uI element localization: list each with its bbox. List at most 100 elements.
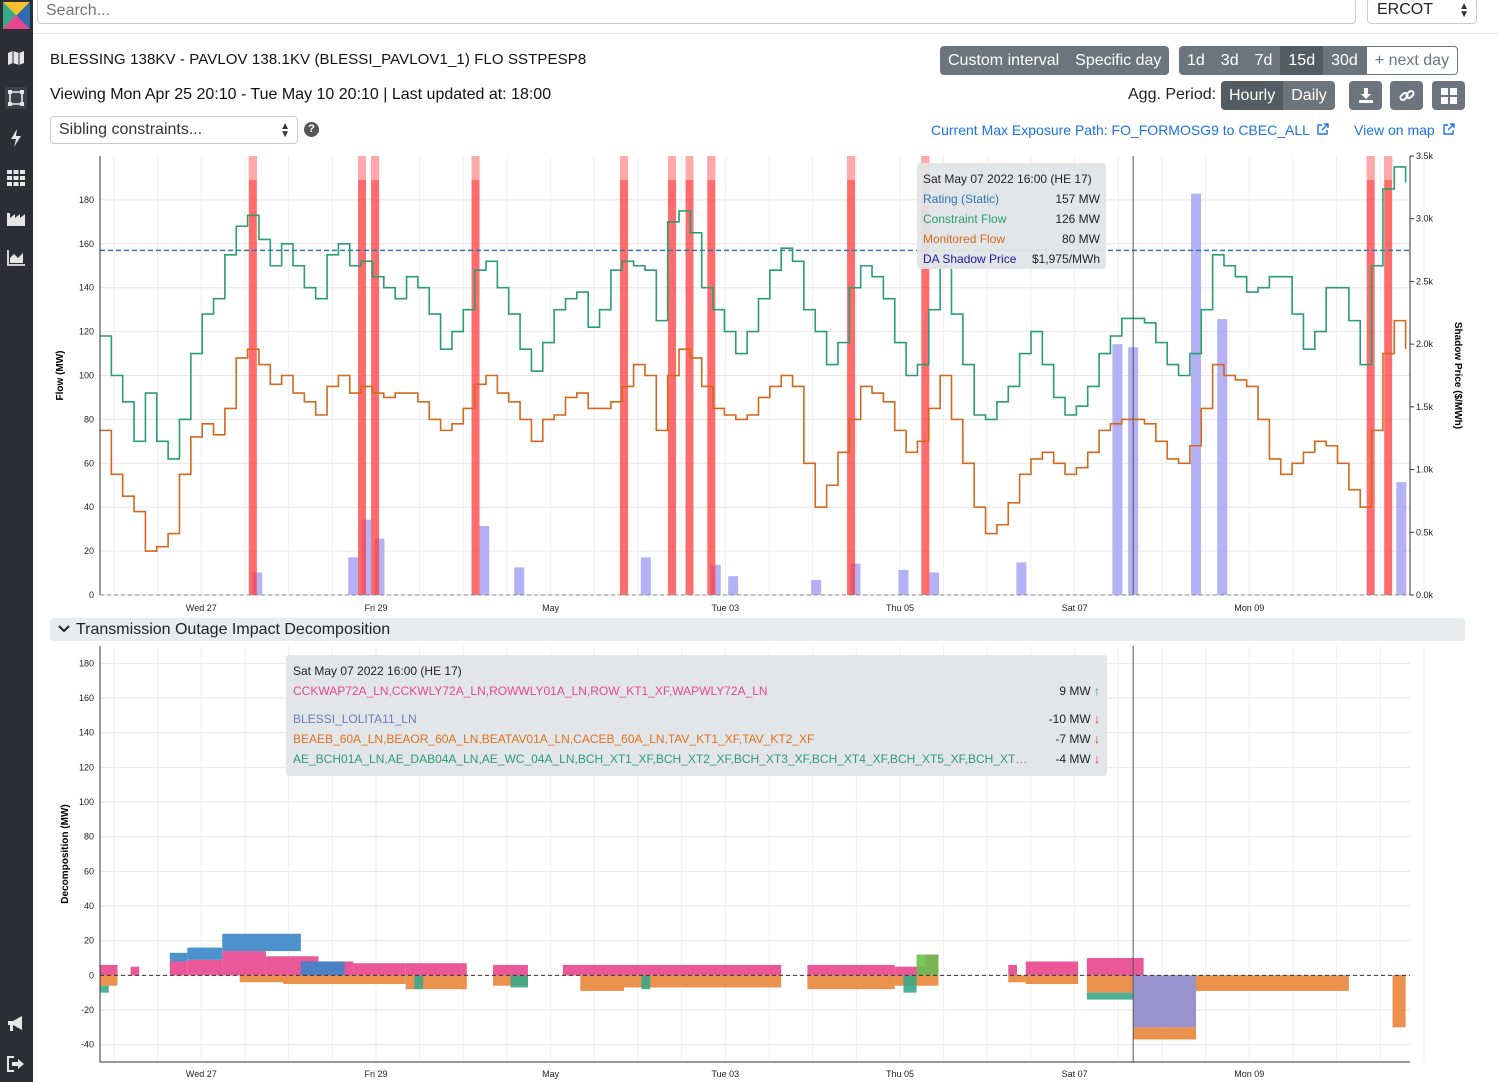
da-price-bar-cap [1366,156,1375,180]
decomposition-bar [169,952,188,962]
da-price-bar [685,156,694,595]
help-icon[interactable]: ? [304,122,319,137]
rt-price-bar [252,572,263,595]
specific-day-button[interactable]: Specific day [1067,46,1170,75]
range-30d-button[interactable]: 30d [1323,46,1366,75]
top-bar: ERCOT ▲▼ [33,0,1498,34]
decomposition-bar [1133,975,1197,1028]
rt-price-bar [640,557,651,595]
y-tick-label: -40 [81,1040,94,1050]
decomposition-bar [1025,975,1079,984]
arrow-up-icon: ↑ [1094,684,1100,698]
y2-tick-label: 2.0k [1416,339,1434,349]
decomposition-chart[interactable]: -40 -20 0 20 40 60 80 100 120 140 160 180 Wed 27 Fri … [50,642,1465,1082]
select-caret-icon: ▲ ▼ [280,121,290,140]
tooltip-row-rating: Rating (Static) 157 MW [923,189,1100,209]
sidebar-item-bolt[interactable] [5,127,27,149]
sibling-constraints-placeholder: Sibling constraints... [59,121,203,138]
decomposition-bar [1086,958,1144,976]
decomposition-bar [405,963,467,976]
decomposition-areas [100,646,1410,1062]
y-tick-label: 20 [84,546,94,556]
megaphone-icon [8,1016,22,1031]
y-tick-label: 140 [79,283,94,293]
agg-hourly-button[interactable]: Hourly [1221,81,1284,110]
decomposition-tooltip-title: Sat May 07 2022 16:00 (HE 17) [293,664,462,678]
iso-select-value: ERCOT [1377,1,1433,18]
decomposition-bar [300,961,345,976]
range-7d-button[interactable]: 7d [1246,46,1281,75]
decomposition-row-2: BLESSI_LOLITA11_LN -10 MW ↓ [293,709,1100,729]
tooltip-row-da-shadow-price: DA Shadow Price $1,975/MWh [923,249,1100,269]
tooltip-label: Constraint Flow [923,212,1007,226]
sidebar-item-factory[interactable] [5,207,27,229]
range-15d-button[interactable]: 15d [1280,46,1324,75]
logo-icon [3,2,30,29]
external-link-icon [1317,123,1329,135]
outage-value: 9 MW [1059,684,1091,698]
outage-value: -7 MW [1055,732,1091,746]
rt-price-bar [1112,344,1123,595]
flow-lines [100,156,1410,595]
flow-tooltip: Sat May 07 2022 16:00 (HE 17) Rating (St… [917,163,1106,269]
view-on-map-link-label: View on map [1354,122,1435,138]
da-price-bar [847,156,856,595]
outage-name: AE_BCH01A_LN,AE_DAB04A_LN,AE_WC_04A_LN,B… [293,752,1033,766]
decomposition-bar [510,975,528,988]
da-price-bar-cap [707,156,716,180]
sidebar-item-area-chart[interactable] [5,247,27,269]
decomposition-bar [903,975,917,993]
sidebar-item-logout[interactable] [5,1053,27,1075]
range-3d-button[interactable]: 3d [1212,46,1247,75]
download-icon [1358,87,1373,103]
agg-daily-button[interactable]: Daily [1283,81,1335,110]
sidebar-item-announcements[interactable] [5,1013,27,1035]
iso-select[interactable]: ERCOT ▲ ▼ [1367,0,1477,24]
select-caret-icon: ▲ ▼ [1459,1,1469,20]
decomposition-bar [493,964,528,976]
range-1d-button[interactable]: 1d [1179,46,1213,75]
custom-interval-button[interactable]: Custom interval [940,46,1068,75]
tooltip-label: Monitored Flow [923,232,1006,246]
download-button[interactable] [1349,81,1382,110]
copy-link-button[interactable] [1390,81,1423,110]
section-title: Transmission Outage Impact Decomposition [76,621,391,638]
da-price-bar [371,156,380,595]
decomposition-row-3: BEAEB_60A_LN,BEAOR_60A_LN,BEATAV01A_LN,C… [293,729,1100,749]
sibling-constraints-select[interactable]: Sibling constraints... ▲ ▼ [50,116,298,144]
agg-period-label: Agg. Period: [1128,86,1217,103]
decomposition-bar [1086,975,1134,993]
y2-tick-label: 0.5k [1416,527,1434,537]
next-day-button[interactable]: + next day [1365,46,1459,75]
sidebar-item-grid[interactable] [5,167,27,189]
link-icon [1398,89,1415,101]
rt-price-bar [850,563,861,595]
outage-value: -4 MW [1055,752,1091,766]
y-tick-label: 60 [84,866,94,876]
x-tick-label: Sat 07 [1062,603,1088,613]
flow-chart-axes: 0 20 40 60 80 100 120 140 160 180 Wed 27 Fri 29 May T… [55,151,1463,613]
decomposition-section-toggle[interactable]: Transmission Outage Impact Decomposition [50,618,1465,641]
sidebar-item-map[interactable] [5,47,27,69]
tooltip-row-monitored-flow: Monitored Flow 80 MW [923,229,1100,249]
exposure-path-link[interactable]: Current Max Exposure Path: FO_FORMOSG9 t… [931,122,1329,138]
search-input[interactable] [37,0,1356,24]
decomposition-bar [624,964,782,976]
decomposition-row-1: CCKWAP72A_LN,CCKWLY72A_LN,ROWWLY01A_LN,R… [293,681,1100,701]
outage-name: BEAEB_60A_LN,BEAOR_60A_LN,BEATAV01A_LN,C… [293,732,815,746]
series-line [100,166,1407,460]
app-logo[interactable] [3,2,30,29]
y2-tick-label: 0.0k [1416,590,1434,600]
exposure-path-link-label: Current Max Exposure Path: FO_FORMOSG9 t… [931,122,1310,138]
decomposition-bar [353,963,406,976]
sidebar-item-network[interactable] [5,87,27,109]
view-on-map-link[interactable]: View on map [1354,122,1455,138]
x-tick-label: Thu 05 [886,1069,914,1079]
rt-price-bar [1016,562,1027,595]
layout-button[interactable] [1432,81,1465,110]
y2-tick-label: 1.0k [1416,465,1434,475]
decomposition-bar [187,947,223,960]
flow-chart[interactable]: 0 20 40 60 80 100 120 140 160 180 Wed 27 Fri 29 May T… [50,148,1465,618]
range-button-group: 1d 3d 7d 15d 30d + next day [1179,46,1459,75]
y-tick-label: 80 [84,414,94,424]
